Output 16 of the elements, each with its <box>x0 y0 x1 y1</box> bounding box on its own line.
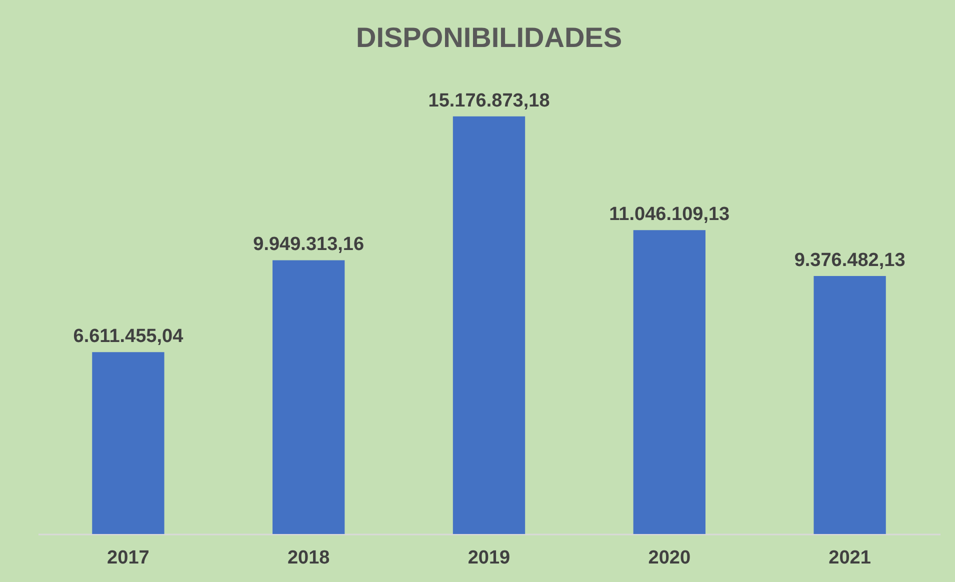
bar <box>814 276 886 534</box>
x-tick-label: 2019 <box>468 548 510 568</box>
data-label: 6.611.455,04 <box>73 326 184 348</box>
data-label: 9.376.482,13 <box>794 250 906 272</box>
x-tick-label: 2021 <box>828 548 872 568</box>
bar <box>452 116 526 534</box>
x-tick-label: 2018 <box>287 548 330 568</box>
x-tick-label: 2017 <box>107 548 150 568</box>
data-label: 15.176.873,18 <box>428 90 550 112</box>
bar <box>272 260 345 534</box>
bar <box>92 352 164 534</box>
chart-title: DISPONIBILIDADES <box>356 22 622 53</box>
bar <box>633 230 706 534</box>
x-tick-label: 2020 <box>648 548 691 568</box>
data-label: 11.046.109,13 <box>609 204 730 226</box>
data-label: 9.949.313,16 <box>253 234 364 256</box>
